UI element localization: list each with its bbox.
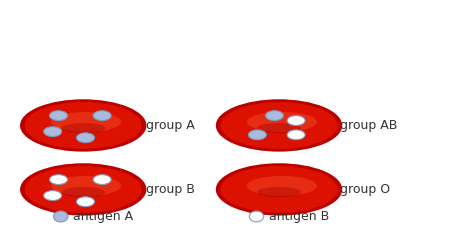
Text: group B: group B (146, 183, 195, 196)
Circle shape (287, 116, 305, 125)
Text: group A: group A (146, 119, 195, 132)
Ellipse shape (249, 211, 264, 222)
Circle shape (287, 130, 305, 140)
Ellipse shape (51, 112, 122, 132)
Circle shape (266, 111, 284, 121)
Circle shape (248, 130, 266, 140)
Ellipse shape (216, 99, 342, 152)
Ellipse shape (25, 166, 142, 213)
Circle shape (76, 133, 94, 143)
Circle shape (93, 175, 111, 184)
Ellipse shape (51, 176, 122, 196)
Ellipse shape (54, 211, 68, 222)
Text: group O: group O (340, 183, 390, 196)
Ellipse shape (25, 102, 142, 149)
Ellipse shape (247, 112, 317, 132)
Circle shape (50, 175, 68, 184)
Circle shape (50, 111, 68, 121)
Ellipse shape (20, 163, 146, 215)
Ellipse shape (257, 123, 301, 134)
Ellipse shape (257, 187, 301, 198)
Text: antigen A: antigen A (73, 210, 134, 223)
Ellipse shape (220, 166, 338, 213)
Ellipse shape (220, 102, 338, 149)
Ellipse shape (247, 176, 317, 196)
Circle shape (44, 127, 62, 137)
Circle shape (93, 111, 111, 121)
Circle shape (76, 197, 94, 207)
Ellipse shape (20, 99, 146, 152)
Ellipse shape (61, 187, 105, 198)
Ellipse shape (216, 163, 342, 215)
Circle shape (44, 191, 62, 200)
Text: antigen B: antigen B (269, 210, 329, 223)
Text: group AB: group AB (340, 119, 397, 132)
Ellipse shape (61, 123, 105, 134)
